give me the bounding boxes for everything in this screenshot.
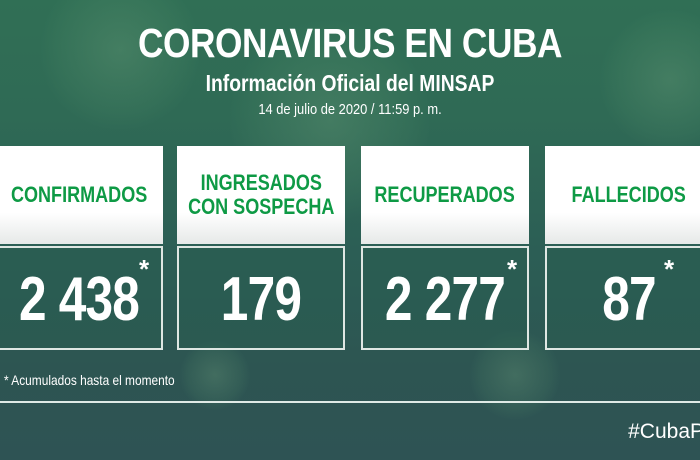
divider [0,401,700,403]
page-title: CORONAVIRUS EN CUBA [137,20,563,66]
card-value: 2 277 [384,265,506,334]
card-value: 179 [220,265,302,334]
card-header: FALLECIDOS [545,146,700,244]
card-body: 87 * [545,246,700,350]
card-label: RECUPERADOS [374,182,516,207]
card-ingresados: INGRESADOS CON SOSPECHA 179 [177,146,345,350]
card-header: RECUPERADOS [361,146,529,244]
card-body: 179 [177,246,345,350]
card-header: INGRESADOS CON SOSPECHA [177,146,345,244]
card-header: CONFIRMADOS [0,146,163,244]
card-value: 2 438 [18,265,140,334]
card-recuperados: RECUPERADOS 2 277 * [361,146,529,350]
asterisk-icon: * [664,254,675,284]
hashtag: #CubaP [628,420,700,443]
card-label: CONFIRMADOS [10,182,148,207]
page-subtitle: Información Oficial del MINSAP [205,70,495,96]
asterisk-icon: * [507,254,518,284]
card-label-line2: CON SOSPECHA [187,194,335,219]
footnote: * Acumulados hasta el momento [4,372,175,388]
card-label: FALLECIDOS [571,182,687,207]
virus-decoration [180,340,250,410]
card-value: 87 [602,265,656,334]
virus-decoration [40,0,200,130]
asterisk-icon: * [139,254,150,284]
card-confirmados: CONFIRMADOS 2 438 * [0,146,163,350]
card-label-line1: INGRESADOS [200,170,322,195]
card-fallecidos: FALLECIDOS 87 * [545,146,700,350]
card-body: 2 438 * [0,246,163,350]
card-label: INGRESADOS CON SOSPECHA [188,171,334,219]
card-body: 2 277 * [361,246,529,350]
report-date: 14 de julio de 2020 / 11:59 p. m. [258,101,442,118]
